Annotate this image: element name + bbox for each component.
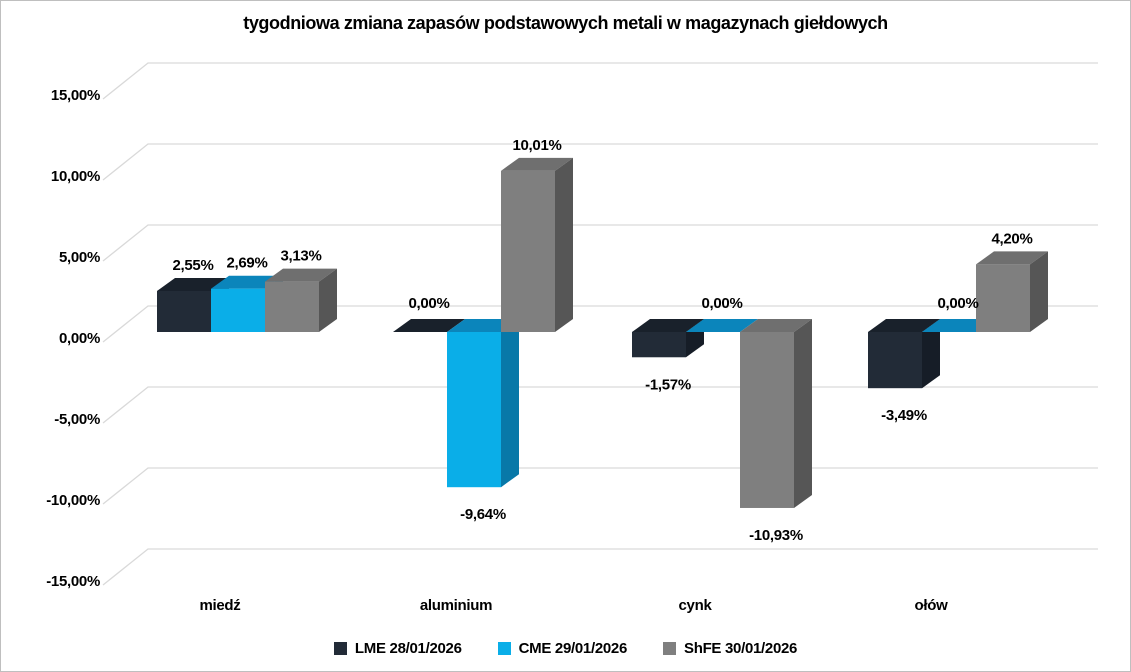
category-label: miedź <box>199 597 240 614</box>
bar-front-cynk-2 <box>740 332 794 508</box>
bar-top-cynk-1 <box>686 319 758 332</box>
bar-top-cynk-2 <box>740 319 812 332</box>
data-label: 2,69% <box>226 255 267 272</box>
bar-front-aluminium-2 <box>501 170 555 332</box>
y-tick-label: -15,00% <box>46 573 100 590</box>
legend-label: ShFE 30/01/2026 <box>684 639 798 657</box>
bar-top-miedź-0 <box>157 277 229 291</box>
bar-front-miedź-0 <box>157 290 211 332</box>
legend-label: CME 29/01/2026 <box>518 639 628 657</box>
data-label: -9,64% <box>460 506 506 523</box>
legend-label: LME 28/01/2026 <box>354 639 462 657</box>
y-tick-label: 5,00% <box>59 249 100 266</box>
y-tick-label: -10,00% <box>46 492 100 509</box>
data-label: 4,20% <box>991 230 1032 247</box>
y-tick-label: 10,00% <box>51 168 100 185</box>
bar-top-ołów-0 <box>868 319 940 332</box>
bar-top-aluminium-2 <box>501 157 573 171</box>
y-tick-label: -5,00% <box>54 411 100 428</box>
gridline <box>102 224 1098 262</box>
data-label: -1,57% <box>645 376 691 393</box>
bar-front-ołów-0 <box>868 332 922 389</box>
data-label: 0,00% <box>701 295 742 312</box>
bar-top-aluminium-0 <box>393 319 465 332</box>
gridline <box>102 548 1098 586</box>
data-label: -10,93% <box>749 527 803 544</box>
legend-swatch-icon <box>333 641 347 655</box>
bar-side-cynk-2 <box>794 319 812 508</box>
bar-front-miedź-2 <box>265 281 319 332</box>
legend-item-0: LME 28/01/2026 <box>333 639 462 657</box>
bar-side-aluminium-2 <box>555 157 573 332</box>
legend-item-1: CME 29/01/2026 <box>497 639 628 657</box>
data-label: 0,00% <box>408 295 449 312</box>
gridline <box>102 386 1098 424</box>
data-label: 3,13% <box>280 248 321 265</box>
bar-front-cynk-0 <box>632 332 686 358</box>
y-tick-label: 15,00% <box>51 87 100 104</box>
bar-side-ołów-0 <box>922 319 940 389</box>
y-tick-label: 0,00% <box>59 330 100 347</box>
bar-side-aluminium-1 <box>501 319 519 488</box>
gridline <box>102 143 1098 181</box>
data-label: 10,01% <box>512 137 561 154</box>
legend: LME 28/01/2026 CME 29/01/2026 ShFE 30/01/2… <box>0 634 1131 662</box>
legend-swatch-icon <box>497 641 511 655</box>
bar-front-miedź-1 <box>211 288 265 332</box>
data-label: 2,55% <box>172 257 213 274</box>
gridline <box>102 305 1098 343</box>
category-label: cynk <box>679 597 713 614</box>
bar-side-ołów-2 <box>1030 251 1048 332</box>
data-label: 0,00% <box>937 295 978 312</box>
gridline <box>102 62 1098 100</box>
category-label: aluminium <box>420 597 492 614</box>
bar-front-aluminium-1 <box>447 332 501 488</box>
category-label: ołów <box>915 597 949 614</box>
chart-title: tygodniowa zmiana zapasów podstawowych m… <box>243 13 888 33</box>
legend-swatch-icon <box>663 641 676 655</box>
bar-side-miedź-2 <box>319 268 337 332</box>
data-label: -3,49% <box>881 407 927 424</box>
bar-top-ołów-2 <box>976 251 1048 265</box>
gridline <box>102 467 1098 505</box>
bar-top-cynk-0 <box>632 319 704 332</box>
bar-top-miedź-2 <box>265 268 337 282</box>
legend-item-2: ShFE 30/01/2026 <box>663 640 797 657</box>
bar-front-ołów-2 <box>976 264 1030 332</box>
